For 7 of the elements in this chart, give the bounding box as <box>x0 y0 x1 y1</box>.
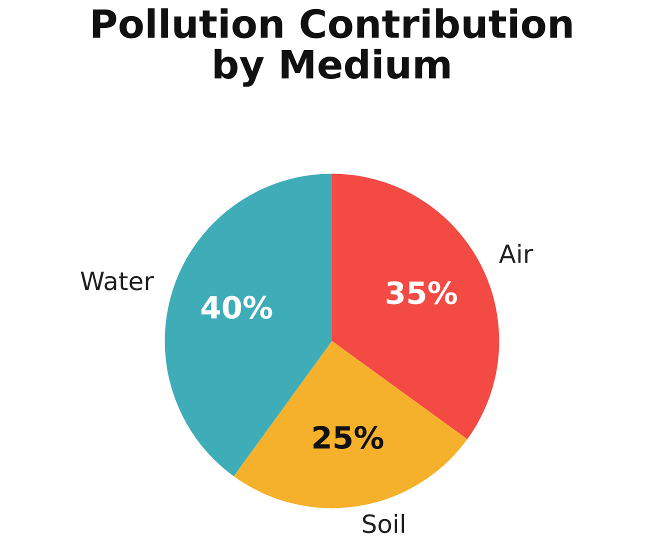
data-label: 40% <box>201 296 272 319</box>
chart-title: Pollution Contribution by Medium <box>92 8 572 87</box>
slice-label: Water <box>80 272 154 290</box>
slice-label: Air <box>499 244 534 263</box>
slice-label: Soil <box>362 514 404 534</box>
data-label: 25% <box>314 426 384 449</box>
data-label: 35% <box>386 281 457 304</box>
